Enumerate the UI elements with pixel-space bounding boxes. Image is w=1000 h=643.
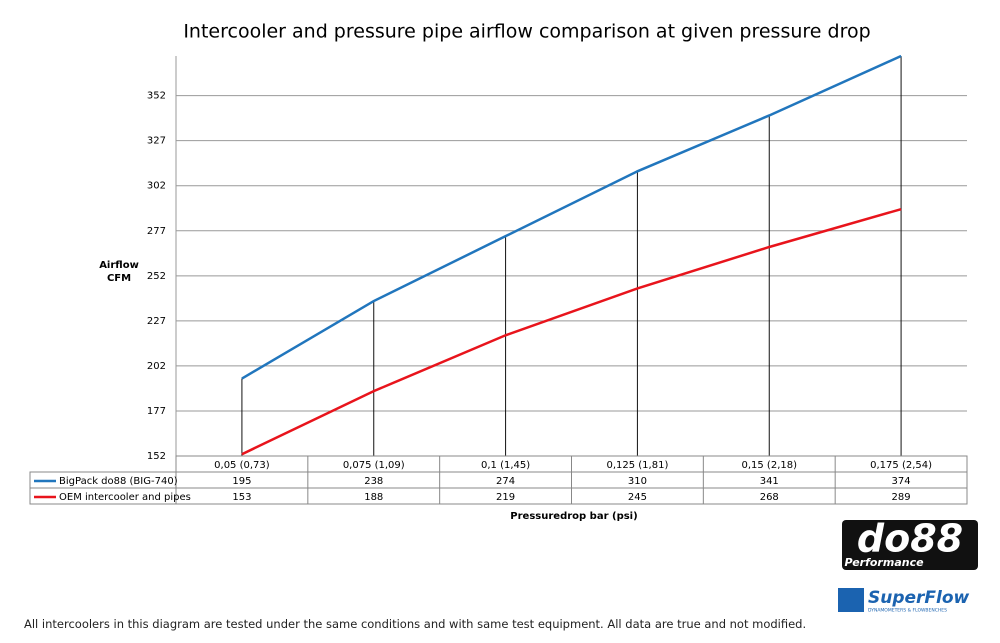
y-tick-label: 252	[147, 271, 166, 282]
footnote: All intercoolers in this diagram are tes…	[24, 617, 807, 631]
chart-title: Intercooler and pressure pipe airflow co…	[183, 21, 870, 43]
table-value: 195	[232, 476, 251, 487]
partner-icon	[838, 588, 864, 612]
legend-label: OEM intercooler and pipes	[59, 492, 191, 503]
y-axis-label: Airflow CFM	[99, 260, 139, 284]
table-value: 341	[760, 476, 779, 487]
x-tick-label: 0,15 (2,18)	[741, 460, 797, 471]
table-value: 310	[628, 476, 647, 487]
partner-logo: SuperFlow DYNAMOMETERS & FLOWBENCHES	[838, 588, 970, 614]
table-value: 274	[496, 476, 515, 487]
y-tick-label: 302	[147, 181, 166, 192]
x-axis-label: Pressuredrop bar (psi)	[510, 511, 637, 522]
table-value: 188	[364, 492, 383, 503]
logo-text: do88	[857, 517, 963, 561]
table-value: 219	[496, 492, 515, 503]
table-value: 238	[364, 476, 383, 487]
y-tick-label: 227	[147, 316, 166, 327]
y-tick-label: 327	[147, 136, 166, 147]
brand-logo: do88 Performance	[842, 517, 978, 570]
y-tick-label: 277	[147, 226, 166, 237]
partner-subtext: DYNAMOMETERS & FLOWBENCHES	[868, 608, 947, 614]
table-value: 245	[628, 492, 647, 503]
x-tick-label: 0,05 (0,73)	[214, 460, 270, 471]
table-value: 268	[760, 492, 779, 503]
x-tick-label: 0,075 (1,09)	[343, 460, 405, 471]
table-value: 374	[892, 476, 911, 487]
y-tick-label: 352	[147, 91, 166, 102]
table-value: 289	[892, 492, 911, 503]
y-tick-label: 152	[147, 451, 166, 462]
y-tick-label: 202	[147, 361, 166, 372]
legend-label: BigPack do88 (BIG-740)	[59, 476, 178, 487]
logo-bg	[842, 520, 978, 570]
x-tick-label: 0,1 (1,45)	[481, 460, 530, 471]
x-tick-label: 0,125 (1,81)	[606, 460, 668, 471]
series-line	[241, 207, 902, 456]
x-tick-label: 0,175 (2,54)	[870, 460, 932, 471]
y-tick-label: 177	[147, 406, 166, 417]
table-value: 153	[232, 492, 251, 503]
logo-subtext: Performance	[844, 556, 924, 569]
series-line	[241, 54, 902, 380]
partner-text: SuperFlow	[868, 588, 970, 608]
